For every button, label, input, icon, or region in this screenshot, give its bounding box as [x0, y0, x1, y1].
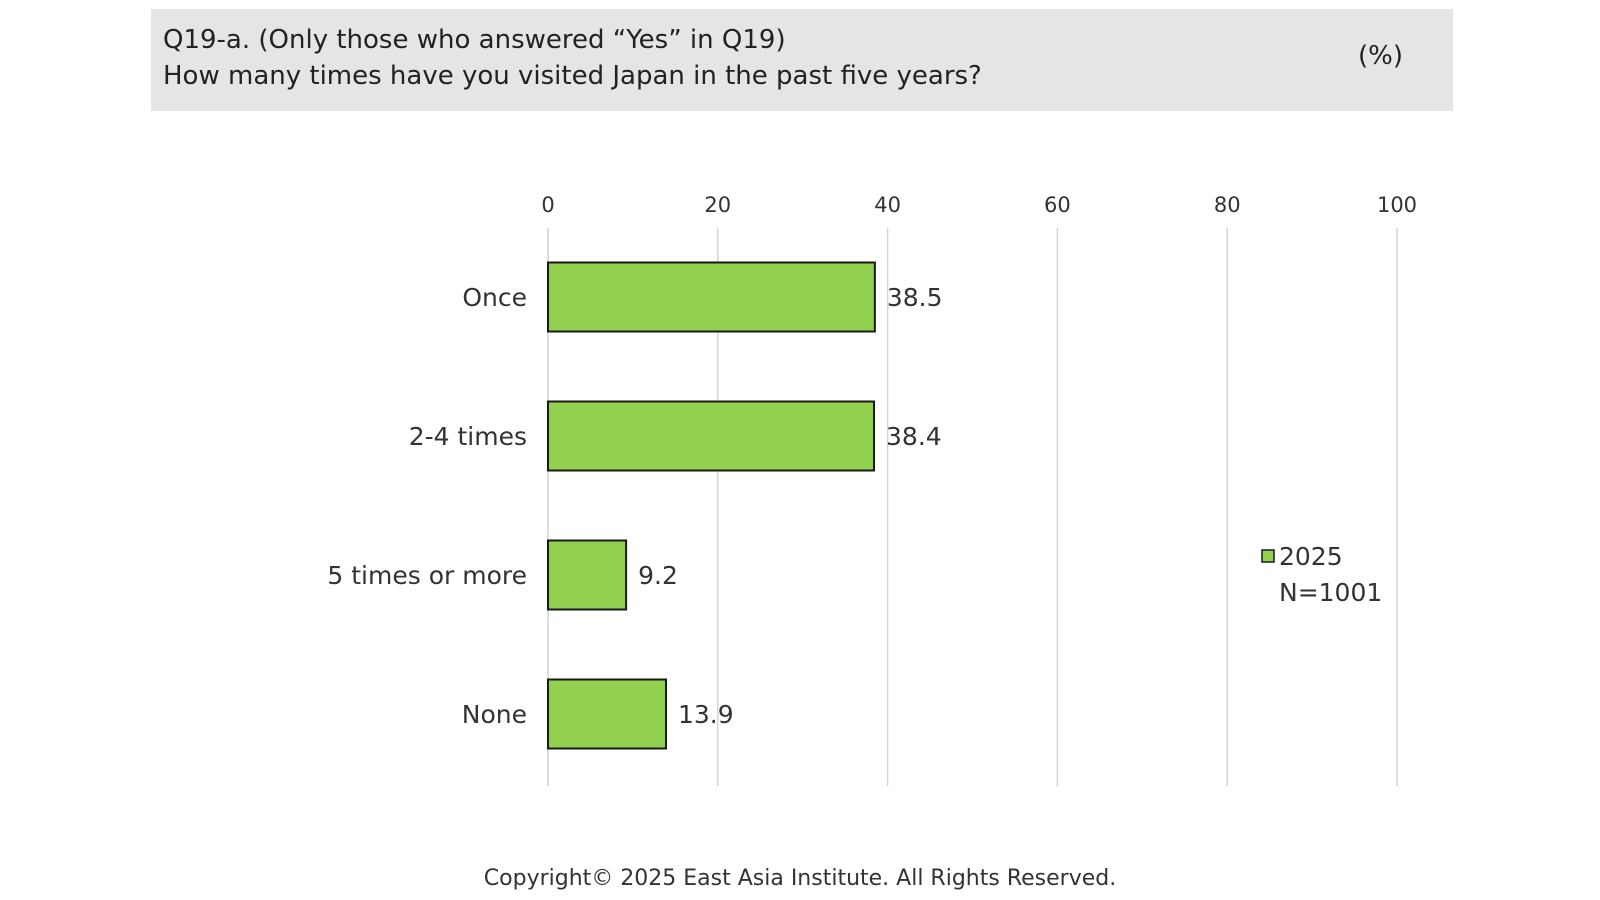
x-tick-label: 60 [1044, 193, 1071, 217]
category-label: None [462, 700, 527, 729]
copyright-footer: Copyright© 2025 East Asia Institute. All… [483, 866, 1117, 891]
data-label: 38.4 [886, 422, 942, 451]
question-text: How many times have you visited Japan in… [163, 61, 982, 91]
legend-swatch [1261, 549, 1275, 563]
x-tick-label: 20 [704, 193, 731, 217]
bar [547, 261, 876, 333]
unit-label: (%) [1358, 41, 1403, 71]
category-label: 5 times or more [327, 561, 527, 590]
x-tick-label: 80 [1214, 193, 1241, 217]
x-tick-label: 40 [874, 193, 901, 217]
x-tick-label: 100 [1377, 193, 1417, 217]
bar [547, 678, 668, 750]
x-tick-label: 0 [541, 193, 554, 217]
data-label: 13.9 [678, 700, 734, 729]
data-label: 9.2 [638, 561, 678, 590]
category-label: 2-4 times [409, 422, 527, 451]
bar [547, 400, 876, 472]
question-header: Q19-a. (Only those who answered “Yes” in… [151, 9, 1453, 111]
bar [547, 539, 628, 611]
legend-label: 2025 [1279, 542, 1343, 571]
category-label: Once [462, 283, 527, 312]
legend-note: N=1001 [1279, 578, 1382, 607]
question-title: Q19-a. (Only those who answered “Yes” in… [163, 25, 786, 55]
data-label: 38.5 [887, 283, 943, 312]
